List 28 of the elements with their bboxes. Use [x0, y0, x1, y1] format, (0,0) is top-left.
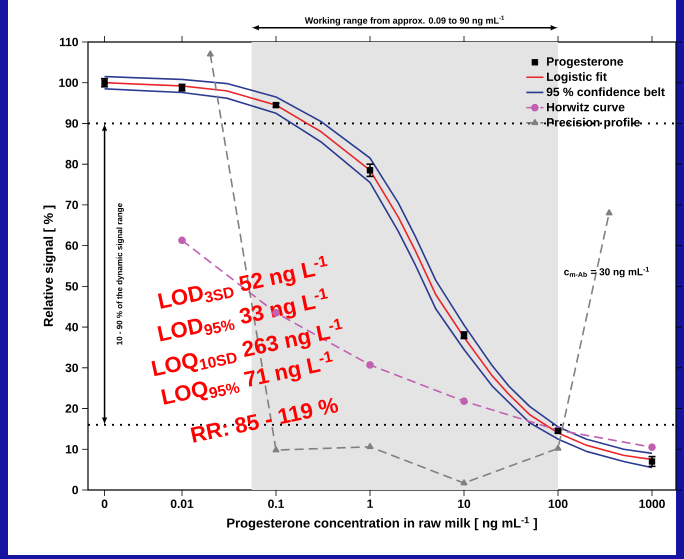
- x-tick-label: 1000: [639, 500, 665, 508]
- y-axis-title: Relative signal [ % ]: [43, 206, 56, 326]
- annotation: c$_{m-Ab}$ = 30 ng mL$^{-1}$: [564, 266, 650, 278]
- legend-label: Horwitz curve: [547, 102, 624, 112]
- y-tick-label: 10: [66, 445, 78, 454]
- x-tick-label: 1: [367, 500, 374, 508]
- x-tick-label: 10: [458, 500, 470, 508]
- y-tick-label: 70: [66, 200, 78, 210]
- x-tick-label: 0.1: [268, 500, 284, 508]
- y-tick-label: 90: [66, 119, 78, 128]
- legend-label: Logistic fit: [547, 72, 607, 84]
- y-tick-label: 30: [65, 364, 78, 372]
- band-label: Working range from approx. 0.09 to 90 ng mL$^{-1}$: [304, 16, 504, 26]
- x-tick-label: 100: [548, 500, 568, 508]
- y-tick-label: 50: [66, 282, 78, 291]
- x-axis-title: Progesterone concentration in raw milk [ ng mL$^{-1}$ ]: [227, 516, 537, 530]
- y-tick-label: 40: [65, 322, 78, 332]
- y-tick-label: 0: [72, 486, 78, 494]
- x-tick-label: 0: [102, 500, 108, 508]
- x-tick-label: 0.01: [170, 500, 194, 508]
- y-tick-label: 110: [60, 38, 78, 46]
- y-tick-label: 80: [66, 160, 78, 168]
- legend-label: 95 % confidence belt: [546, 87, 665, 96]
- y-tick-label: 100: [59, 78, 78, 87]
- annotation: 10 - 90 % of the dynamic signal range: [116, 203, 124, 345]
- legend-label: Progesterone: [547, 57, 624, 68]
- y-tick-label: 20: [66, 404, 78, 413]
- y-tick-label: 60: [66, 241, 78, 250]
